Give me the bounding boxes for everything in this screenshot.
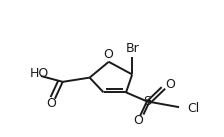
Text: S: S xyxy=(143,95,151,108)
Text: O: O xyxy=(165,78,175,91)
Text: O: O xyxy=(47,97,56,110)
Text: Br: Br xyxy=(125,42,139,55)
Text: O: O xyxy=(133,114,143,127)
Text: O: O xyxy=(103,48,113,61)
Text: HO: HO xyxy=(30,67,49,80)
Text: Cl: Cl xyxy=(187,102,199,115)
